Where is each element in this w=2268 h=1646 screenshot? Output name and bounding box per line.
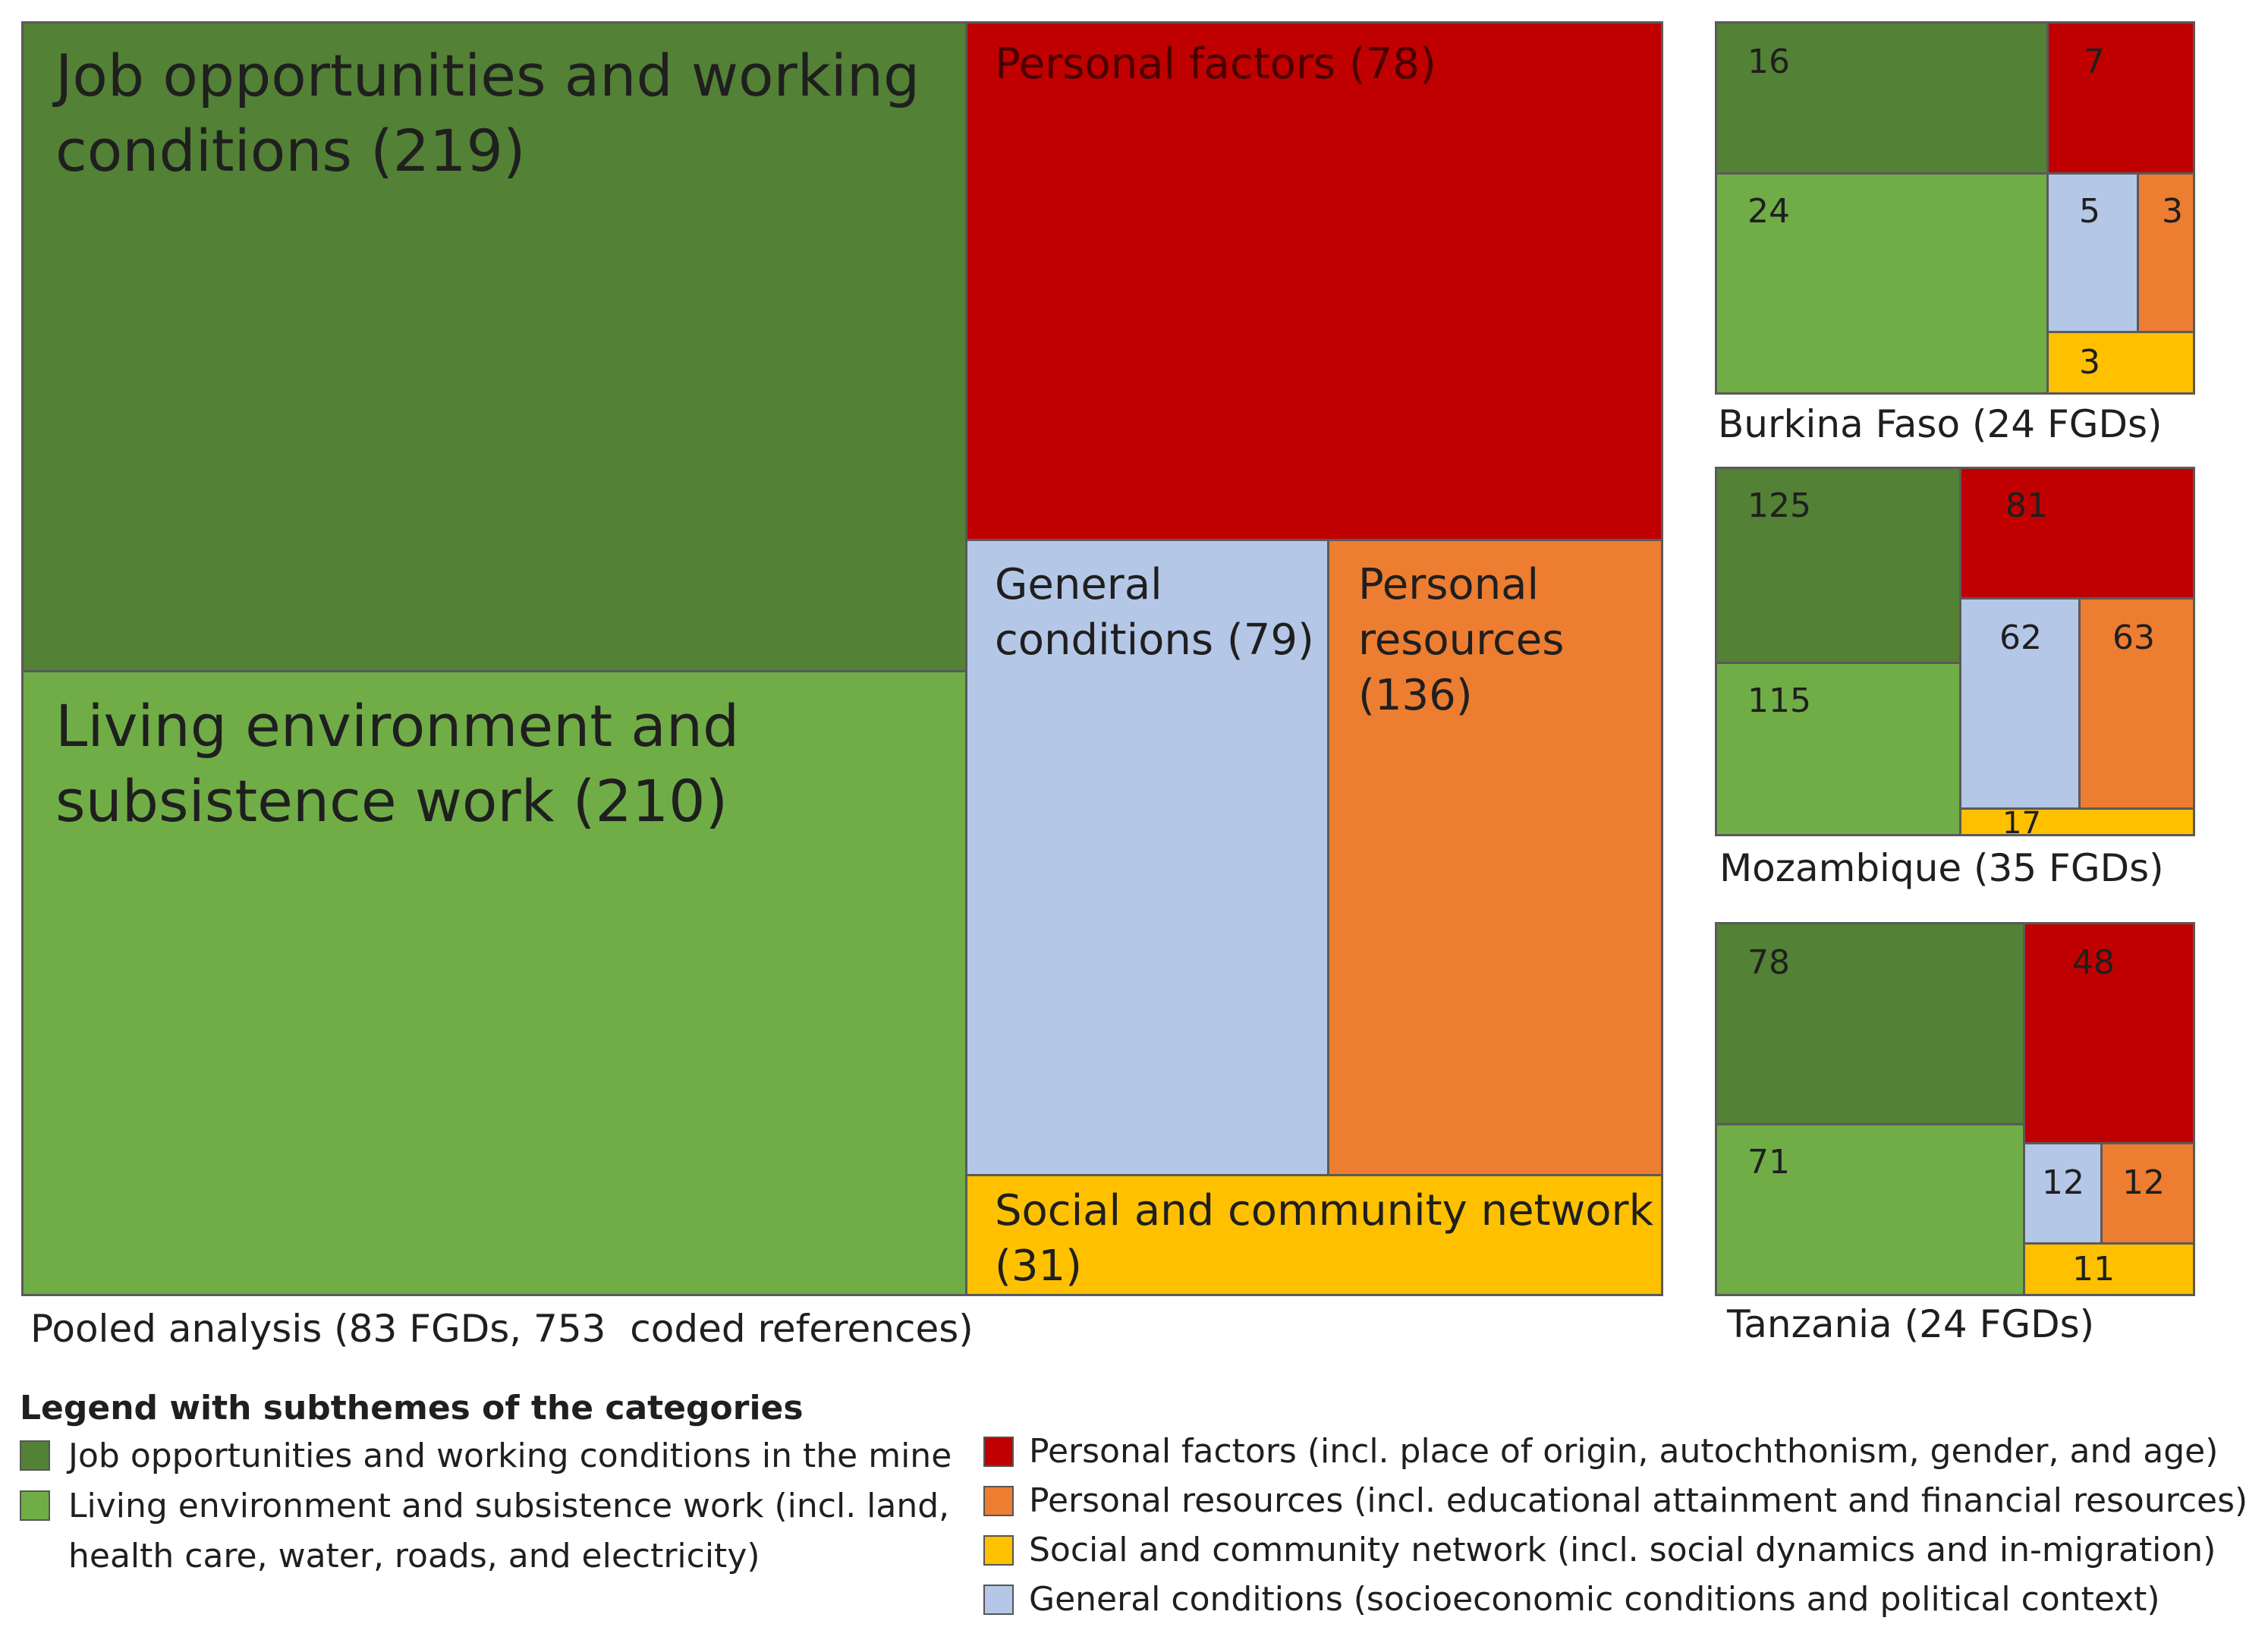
pooled-label-social: Social and community network (31) <box>995 1186 1653 1291</box>
pooled-cell-job: Job opportunities and working conditions… <box>21 21 967 672</box>
tz-label-living: 71 <box>1747 1143 1790 1182</box>
legend-text-personal-factors: Personal factors (incl. place of origin,… <box>1029 1432 2219 1471</box>
mz-label-living: 115 <box>1747 681 1811 720</box>
mz-cell-personal-resources: 63 <box>2078 597 2195 810</box>
mz-label-personal-resources: 63 <box>2112 618 2155 657</box>
tz-cell-personal-factors: 48 <box>2023 922 2195 1144</box>
legend-swatch-personal-factors <box>983 1437 1014 1467</box>
legend-swatch-social <box>983 1535 1014 1566</box>
pooled-cell-living: Living environment and subsistence work … <box>21 670 967 1296</box>
legend-text-living: Living environment and subsistence work … <box>68 1487 950 1525</box>
mz-cell-personal-factors: 81 <box>1959 467 2195 600</box>
mz-label-general: 62 <box>1999 618 2042 657</box>
pooled-caption: Pooled analysis (83 FGDs, 753 coded refe… <box>30 1307 974 1351</box>
legend-text-personal-resources: Personal resources (incl. educational at… <box>1029 1481 2248 1520</box>
pooled-label-personal-factors: Personal factors (78) <box>995 39 1436 89</box>
legend-text-living-line2: health care, water, roads, and electrici… <box>68 1537 760 1575</box>
legend-swatch-job <box>20 1440 50 1471</box>
bf-label-job: 16 <box>1747 42 1790 81</box>
tz-label-general: 12 <box>2042 1163 2084 1202</box>
pooled-cell-social: Social and community network (31) <box>965 1174 1663 1296</box>
pooled-cell-personal-factors: Personal factors (78) <box>965 21 1663 541</box>
mz-label-job: 125 <box>1747 486 1811 525</box>
legend-text-job: Job opportunities and working conditions… <box>68 1437 952 1475</box>
pooled-cell-general: General conditions (79) <box>965 539 1329 1176</box>
bf-label-living: 24 <box>1747 192 1790 231</box>
bf-label-personal-resources: 3 <box>2162 192 2183 231</box>
tz-label-personal-factors: 48 <box>2072 943 2115 982</box>
bf-cell-personal-factors: 7 <box>2046 21 2195 175</box>
tz-cell-living: 71 <box>1715 1123 2025 1296</box>
bf-cell-general: 5 <box>2046 172 2139 333</box>
bf-label-general: 5 <box>2079 192 2100 231</box>
tz-label-social: 11 <box>2072 1250 2115 1289</box>
mz-cell-general: 62 <box>1959 597 2081 810</box>
bf-cell-living: 24 <box>1715 172 2049 395</box>
pooled-cell-personal-resources: Personal resources (136) <box>1327 539 1663 1176</box>
bf-cell-personal-resources: 3 <box>2137 172 2195 333</box>
legend-text-social: Social and community network (incl. soci… <box>1029 1531 2216 1569</box>
pooled-label-personal-resources: Personal resources (136) <box>1358 560 1565 720</box>
mz-cell-job: 125 <box>1715 467 1961 664</box>
tz-label-job: 78 <box>1747 943 1790 982</box>
mozambique-caption: Mozambique (35 FGDs) <box>1719 846 2164 890</box>
mz-label-personal-factors: 81 <box>2005 486 2048 525</box>
pooled-label-general: General conditions (79) <box>995 560 1314 665</box>
tz-cell-general: 12 <box>2023 1142 2103 1245</box>
mz-label-social: 17 <box>2002 806 2041 841</box>
tz-cell-social: 11 <box>2023 1242 2195 1296</box>
bf-cell-social: 3 <box>2046 331 2195 395</box>
bf-cell-job: 16 <box>1715 21 2049 175</box>
mz-cell-social: 17 <box>1959 806 2195 841</box>
tz-cell-job: 78 <box>1715 922 2025 1125</box>
legend-swatch-personal-resources <box>983 1486 1014 1516</box>
pooled-label-living: Living environment and subsistence work … <box>55 692 740 835</box>
pooled-label-job: Job opportunities and working conditions… <box>55 42 920 184</box>
tanzania-caption: Tanzania (24 FGDs) <box>1727 1302 2095 1346</box>
legend-swatch-general <box>983 1585 1014 1615</box>
mz-cell-living: 115 <box>1715 662 1961 836</box>
tz-cell-personal-resources: 12 <box>2100 1142 2195 1245</box>
legend-swatch-living <box>20 1490 50 1521</box>
burkina-caption: Burkina Faso (24 FGDs) <box>1718 402 2163 446</box>
bf-label-personal-factors: 7 <box>2084 42 2105 81</box>
bf-label-social: 3 <box>2079 343 2100 382</box>
legend-text-general: General conditions (socioeconomic condit… <box>1029 1580 2160 1619</box>
tz-label-personal-resources: 12 <box>2122 1163 2165 1202</box>
legend-title: Legend with subthemes of the categories <box>20 1389 804 1427</box>
